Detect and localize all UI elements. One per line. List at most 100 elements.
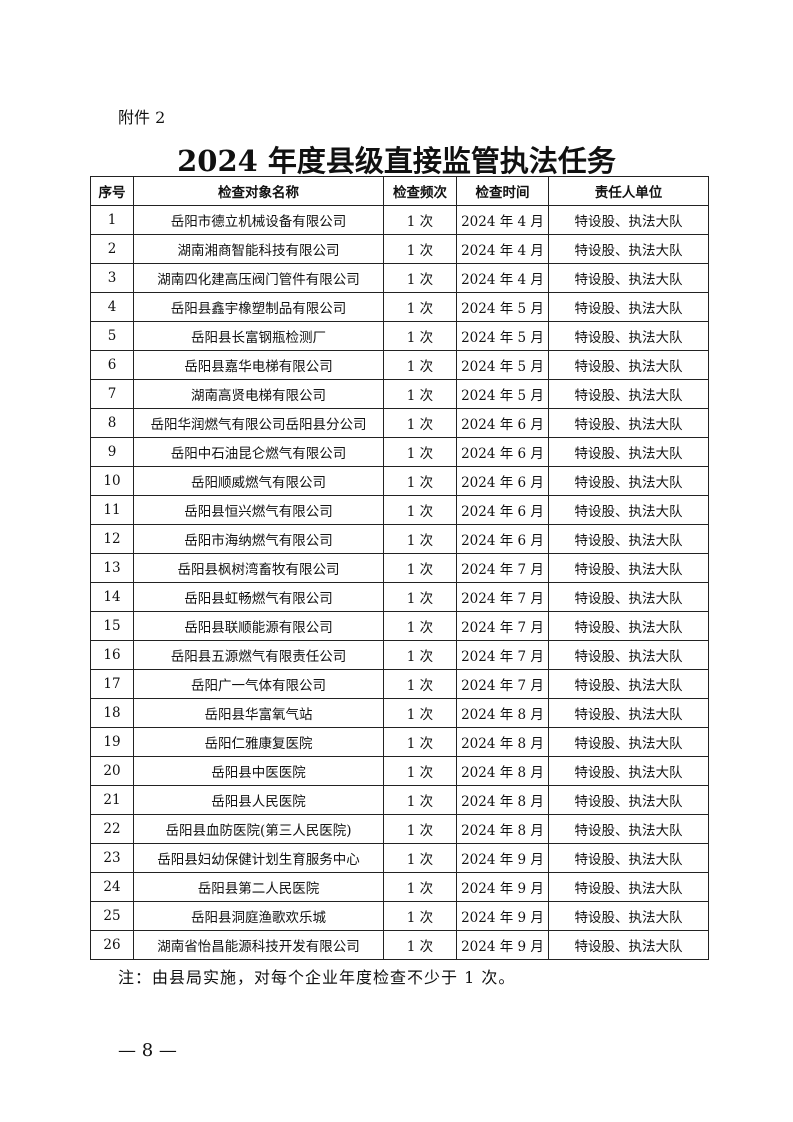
cell-time: 2024 年 7 月 [456,640,549,670]
cell-time: 2024 年 9 月 [456,872,549,902]
cell-frequency: 1 次 [383,872,457,902]
cell-time: 2024 年 8 月 [456,727,549,757]
cell-index: 25 [90,901,134,931]
cell-responsible-unit: 特设股、执法大队 [548,611,709,641]
cell-index: 24 [90,872,134,902]
cell-frequency: 1 次 [383,640,457,670]
cell-responsible-unit: 特设股、执法大队 [548,292,709,322]
cell-responsible-unit: 特设股、执法大队 [548,640,709,670]
cell-index: 17 [90,669,134,699]
cell-time: 2024 年 5 月 [456,350,549,380]
cell-index: 4 [90,292,134,322]
header-frequency: 检查频次 [383,176,457,206]
header-responsible-unit: 责任人单位 [548,176,709,206]
cell-index: 11 [90,495,134,525]
cell-frequency: 1 次 [383,930,457,960]
cell-index: 1 [90,205,134,235]
cell-target-name: 湖南四化建高压阀门管件有限公司 [133,263,384,293]
table-row: 11 岳阳县恒兴燃气有限公司 1 次 2024 年 6 月特设股、执法大队 [90,495,709,525]
header-target-name: 检查对象名称 [133,176,384,206]
cell-index: 16 [90,640,134,670]
cell-time: 2024 年 6 月 [456,466,549,496]
cell-responsible-unit: 特设股、执法大队 [548,234,709,264]
cell-responsible-unit: 特设股、执法大队 [548,785,709,815]
cell-frequency: 1 次 [383,234,457,264]
table-header-row: 序号 检查对象名称 检查频次 检查时间 责任人单位 [90,176,709,206]
cell-time: 2024 年 9 月 [456,930,549,960]
cell-target-name: 岳阳县恒兴燃气有限公司 [133,495,384,525]
cell-time: 2024 年 4 月 [456,234,549,264]
cell-index: 22 [90,814,134,844]
cell-time: 2024 年 7 月 [456,669,549,699]
cell-index: 6 [90,350,134,380]
cell-target-name: 湖南高贤电梯有限公司 [133,379,384,409]
cell-frequency: 1 次 [383,263,457,293]
cell-responsible-unit: 特设股、执法大队 [548,669,709,699]
cell-frequency: 1 次 [383,843,457,873]
cell-target-name: 岳阳县洞庭渔歌欢乐城 [133,901,384,931]
cell-frequency: 1 次 [383,698,457,728]
cell-target-name: 岳阳县嘉华电梯有限公司 [133,350,384,380]
cell-time: 2024 年 7 月 [456,553,549,583]
cell-target-name: 岳阳县中医医院 [133,756,384,786]
cell-responsible-unit: 特设股、执法大队 [548,756,709,786]
cell-time: 2024 年 8 月 [456,785,549,815]
table-row: 10 岳阳顺威燃气有限公司 1 次 2024 年 6 月特设股、执法大队 [90,466,709,496]
header-time: 检查时间 [456,176,549,206]
cell-time: 2024 年 4 月 [456,263,549,293]
cell-frequency: 1 次 [383,727,457,757]
cell-frequency: 1 次 [383,756,457,786]
cell-time: 2024 年 6 月 [456,495,549,525]
table-row: 21 岳阳县人民医院 1 次 2024 年 8 月特设股、执法大队 [90,785,709,815]
cell-responsible-unit: 特设股、执法大队 [548,872,709,902]
table-row: 13 岳阳县枫树湾畜牧有限公司 1 次 2024 年 7 月特设股、执法大队 [90,553,709,583]
cell-frequency: 1 次 [383,582,457,612]
table-row: 8 岳阳华润燃气有限公司岳阳县分公司 1 次 2024 年 6 月特设股、执法大队 [90,408,709,438]
cell-responsible-unit: 特设股、执法大队 [548,814,709,844]
cell-frequency: 1 次 [383,611,457,641]
cell-responsible-unit: 特设股、执法大队 [548,930,709,960]
table-row: 16 岳阳县五源燃气有限责任公司 1 次 2024 年 7 月特设股、执法大队 [90,640,709,670]
cell-target-name: 岳阳县人民医院 [133,785,384,815]
cell-frequency: 1 次 [383,553,457,583]
attachment-label: 附件 2 [118,108,166,127]
cell-frequency: 1 次 [383,321,457,351]
cell-frequency: 1 次 [383,814,457,844]
cell-frequency: 1 次 [383,379,457,409]
cell-frequency: 1 次 [383,292,457,322]
table-row: 12 岳阳市海纳燃气有限公司 1 次 2024 年 6 月特设股、执法大队 [90,524,709,554]
cell-time: 2024 年 8 月 [456,698,549,728]
table-row: 18 岳阳县华富氧气站 1 次 2024 年 8 月特设股、执法大队 [90,698,709,728]
cell-index: 8 [90,408,134,438]
cell-responsible-unit: 特设股、执法大队 [548,408,709,438]
cell-index: 5 [90,321,134,351]
cell-target-name: 岳阳顺威燃气有限公司 [133,466,384,496]
cell-time: 2024 年 8 月 [456,756,549,786]
cell-time: 2024 年 6 月 [456,437,549,467]
cell-responsible-unit: 特设股、执法大队 [548,495,709,525]
cell-target-name: 湖南省怡昌能源科技开发有限公司 [133,930,384,960]
cell-frequency: 1 次 [383,524,457,554]
cell-index: 26 [90,930,134,960]
inspection-task-table: 序号 检查对象名称 检查频次 检查时间 责任人单位 1 岳阳市德立机械设备有限公司… [90,176,709,960]
cell-time: 2024 年 7 月 [456,582,549,612]
cell-index: 9 [90,437,134,467]
cell-target-name: 岳阳县华富氧气站 [133,698,384,728]
cell-responsible-unit: 特设股、执法大队 [548,263,709,293]
cell-time: 2024 年 8 月 [456,814,549,844]
cell-responsible-unit: 特设股、执法大队 [548,379,709,409]
cell-responsible-unit: 特设股、执法大队 [548,524,709,554]
cell-target-name: 岳阳广一气体有限公司 [133,669,384,699]
page-title: 2024 年度县级直接监管执法任务 [177,144,616,178]
cell-index: 14 [90,582,134,612]
table-row: 7 湖南高贤电梯有限公司 1 次 2024 年 5 月特设股、执法大队 [90,379,709,409]
cell-time: 2024 年 5 月 [456,292,549,322]
table-row: 1 岳阳市德立机械设备有限公司 1 次 2024 年 4 月特设股、执法大队 [90,205,709,235]
cell-responsible-unit: 特设股、执法大队 [548,843,709,873]
cell-target-name: 岳阳市德立机械设备有限公司 [133,205,384,235]
page-number: — 8 — [118,1040,177,1061]
cell-index: 20 [90,756,134,786]
table-row: 9 岳阳中石油昆仑燃气有限公司 1 次 2024 年 6 月特设股、执法大队 [90,437,709,467]
cell-frequency: 1 次 [383,785,457,815]
cell-responsible-unit: 特设股、执法大队 [548,901,709,931]
